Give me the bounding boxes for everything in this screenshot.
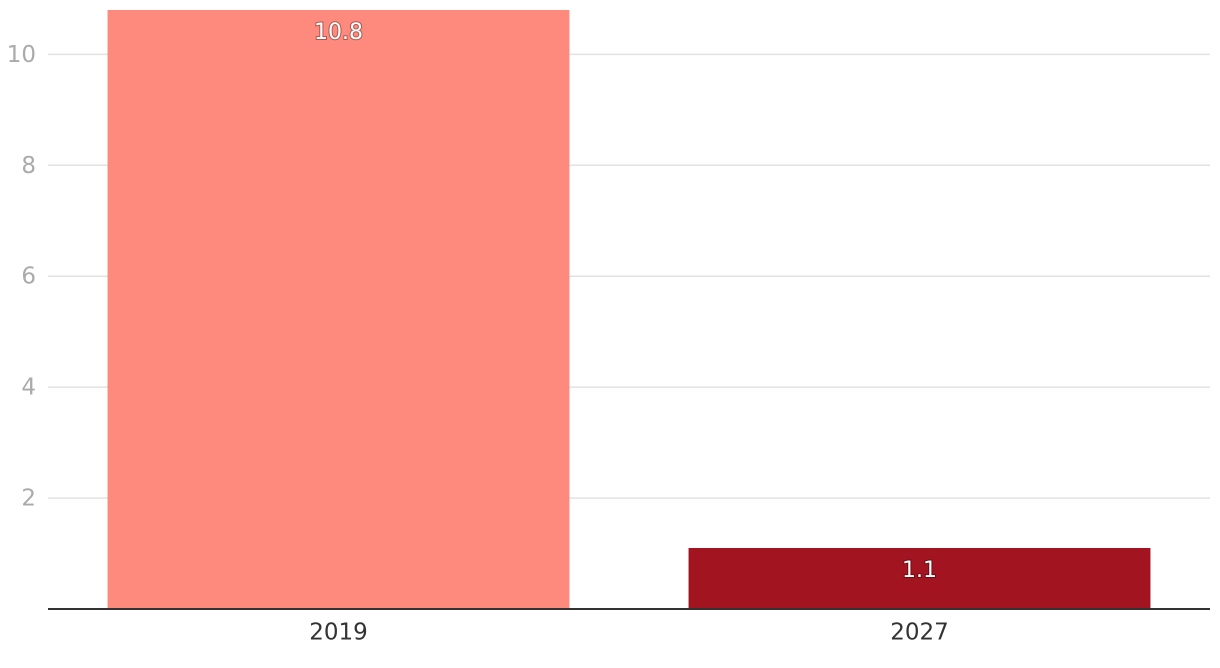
x-tick-label: 2027 — [890, 620, 949, 646]
value-label: 1.1 — [902, 558, 937, 583]
value-label: 10.8 — [314, 20, 363, 45]
y-tick-label: 4 — [21, 375, 36, 401]
bar — [107, 10, 570, 609]
y-tick-label: 6 — [21, 264, 36, 290]
y-tick-label: 2 — [21, 486, 36, 512]
y-tick-label: 8 — [21, 153, 36, 179]
bar — [688, 547, 1151, 609]
y-tick-label: 10 — [7, 42, 36, 68]
x-tick-label: 2019 — [309, 620, 368, 646]
